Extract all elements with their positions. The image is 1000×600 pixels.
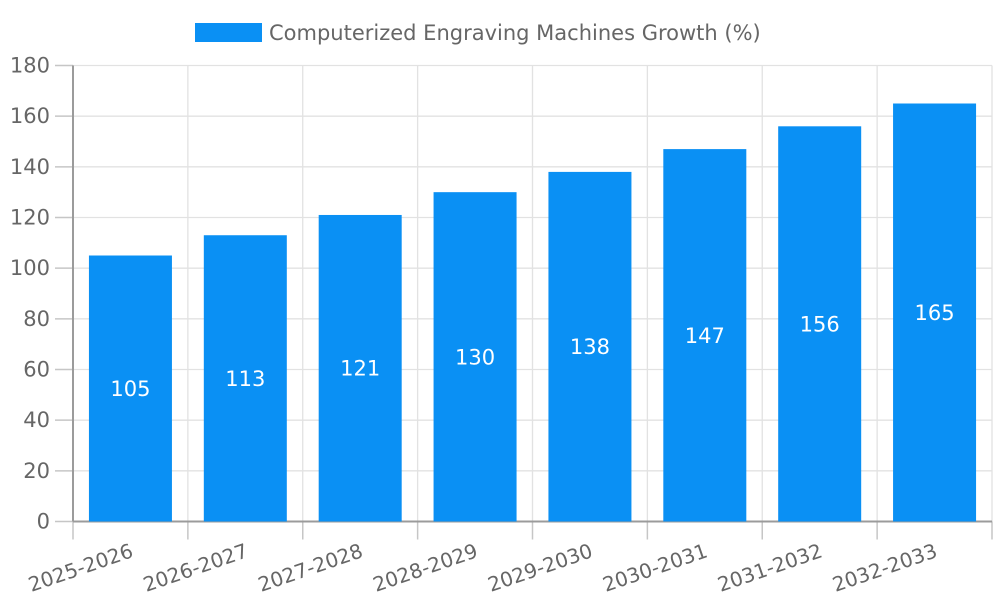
bar-2030-2031[interactable]: [663, 149, 747, 522]
legend-color-swatch: [195, 23, 262, 42]
y-tick-label: 60: [23, 358, 50, 382]
y-tick-label: 180: [10, 54, 50, 78]
y-tick-label: 40: [23, 408, 50, 432]
bar-value-label: 105: [110, 377, 150, 401]
bar-value-label: 113: [225, 367, 265, 391]
bar-value-label: 138: [570, 335, 610, 359]
x-tick-label: 2027-2028: [255, 539, 366, 597]
legend-label: Computerized Engraving Machines Growth (…: [269, 21, 761, 45]
bar-2029-2030[interactable]: [548, 171, 632, 522]
bar-2025-2026[interactable]: [88, 255, 172, 522]
y-tick-label: 80: [23, 307, 50, 331]
bar-value-label: 156: [800, 312, 840, 336]
y-tick-label: 0: [37, 510, 50, 534]
bar-2032-2033[interactable]: [893, 103, 977, 522]
x-tick-label: 2030-2031: [600, 539, 711, 597]
y-tick-label: 20: [23, 459, 50, 483]
bar-value-label: 165: [915, 301, 955, 325]
bar-2026-2027[interactable]: [203, 235, 287, 522]
x-tick-label: 2029-2030: [485, 539, 596, 597]
x-tick-label: 2025-2026: [25, 539, 136, 597]
bar-value-label: 121: [340, 357, 380, 381]
bar-2027-2028[interactable]: [318, 214, 402, 522]
legend-item[interactable]: Computerized Engraving Machines Growth (…: [195, 21, 761, 45]
x-tick-label: 2028-2029: [370, 539, 481, 597]
y-tick-label: 120: [10, 206, 50, 230]
y-tick-label: 140: [10, 155, 50, 179]
y-tick-label: 160: [10, 104, 50, 128]
x-tick-label: 2026-2027: [140, 539, 251, 597]
bar-2031-2032[interactable]: [778, 126, 862, 522]
bar-2028-2029[interactable]: [433, 192, 517, 522]
bar-value-label: 147: [685, 324, 725, 348]
x-tick-label: 2031-2032: [714, 539, 825, 597]
bar-value-label: 130: [455, 345, 495, 369]
plot-area: 105 113 121 130 138 147 156 165 0 20 40 60 80 100 120 1…: [10, 54, 993, 597]
x-tick-label: 2032-2033: [829, 539, 940, 597]
y-tick-label: 100: [10, 256, 50, 280]
